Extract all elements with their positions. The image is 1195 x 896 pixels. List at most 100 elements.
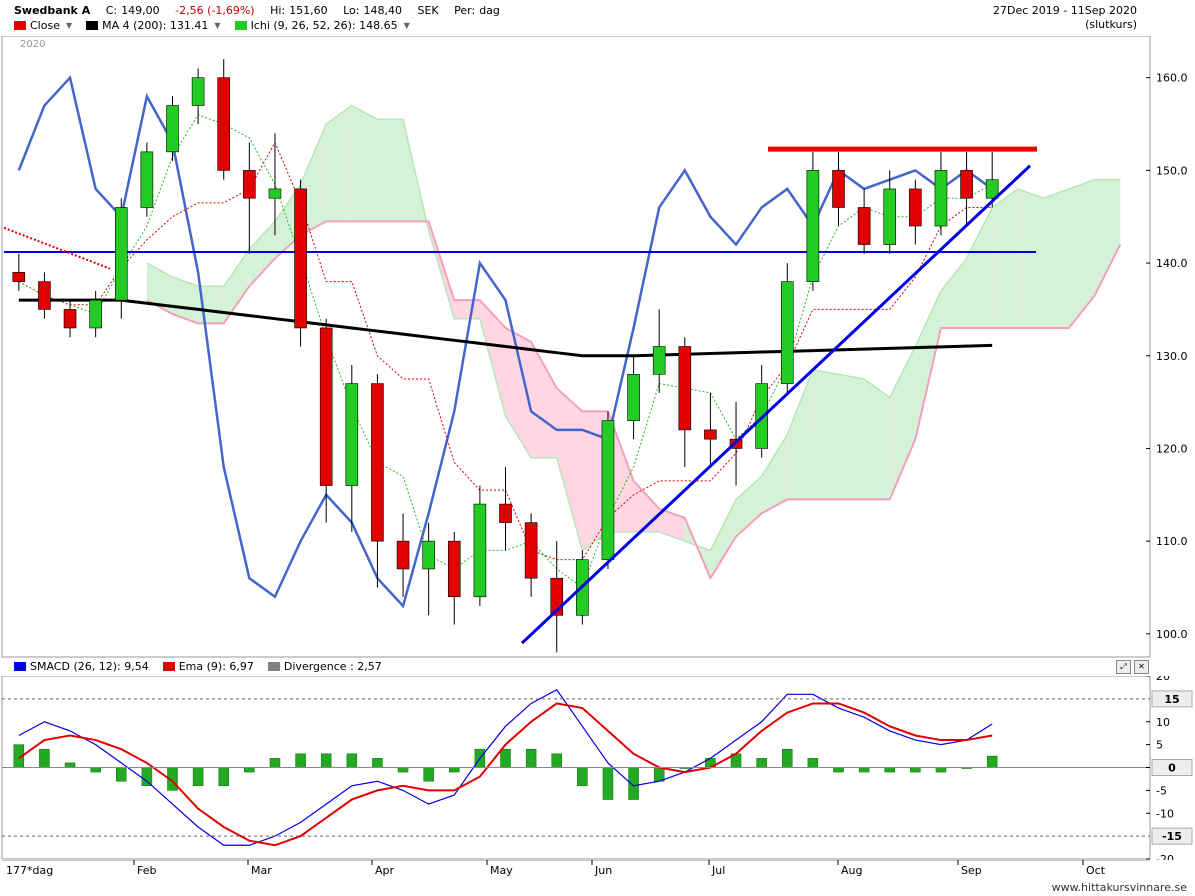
candle-body [627,374,640,421]
legend-ema: Ema (9): 6,97 [162,660,254,673]
ichimoku-cloud-segment [479,300,506,417]
chevron-down-icon[interactable]: ▼ [65,21,73,30]
macd-y-tick-label: -10 [1156,807,1174,820]
ichimoku-cloud-segment [582,411,608,551]
ichimoku-cloud-segment [812,369,839,500]
close-label: C: [105,4,118,17]
ichimoku-cloud-segment [915,290,941,440]
price-chart[interactable]: 2020 100.0 110.0 120.0 130.0 140.0 150.0 160.0 [0,36,1195,658]
divergence-bar [551,753,562,768]
y-tick-label: 160.0 [1156,72,1188,85]
divergence-bar [320,753,332,768]
candle-body [704,429,717,440]
divergence-bar [39,748,50,768]
ichimoku-cloud-segment [659,508,685,542]
ichimoku-cloud-segment [351,105,378,222]
kijun-line [18,141,993,561]
y-tick-label: 120.0 [1156,442,1188,455]
ichimoku-cloud-segment [146,263,173,315]
macd-boxed-tick-label: -15 [1162,830,1182,843]
macd-panel-header: SMACD (26, 12): 9,54 Ema (9): 6,97 Diver… [0,658,1195,676]
macd-boxed-tick-label: 15 [1164,693,1179,706]
divergence-bar [577,767,588,787]
period-value: dag [479,4,500,17]
month-label: Oct [1086,864,1106,877]
legend-close[interactable]: Close ▼ [14,19,72,32]
macd-boxed-tick [1151,690,1193,708]
macd-y-tick-label: -20 [1156,853,1174,860]
candle-body [268,188,282,199]
candle-body [166,105,179,153]
macd-y-tick-label: -5 [1156,784,1167,797]
candle-body [191,77,205,106]
divergence-bar [372,758,383,768]
macd-boxed-tick-label: 0 [1168,762,1176,775]
senkou-span-b [146,220,1122,581]
divergence-bar [141,767,153,787]
price-plot-frame [1,36,1151,658]
ema-line [18,702,993,847]
divergence-bar [884,767,895,773]
close-swatch [14,21,26,30]
candle-body [243,170,256,199]
ichimoku-cloud-segment [454,300,480,319]
ma-200-line [18,298,993,358]
divergence-bar [756,758,767,768]
legend-ma[interactable]: MA 4 (200): 131.41 ▼ [86,19,221,32]
candle-body [447,540,461,598]
ichimoku-cloud-segment [377,119,404,222]
divergence-bar [525,748,537,768]
legend-ichi[interactable]: Ichi (9, 26, 52, 26): 148.65 ▼ [234,19,410,32]
candle-body [909,188,922,227]
ichimoku-cloud-segment [787,369,813,500]
candle-body [985,179,999,199]
close-panel-icon[interactable]: ✕ [1134,660,1149,674]
legend-ichi-label: Ichi (9, 26, 52, 26): 148.65 [250,19,398,32]
candle-body [883,188,897,245]
ichimoku-cloud-segment [710,499,737,579]
divergence-bar [90,767,101,773]
macd-y-tick-label: 5 [1156,739,1163,752]
chevron-down-icon[interactable]: ▼ [214,21,221,30]
zoom-icon[interactable]: ⤢ [1116,660,1131,674]
macd-y-tick-label: 10 [1156,716,1170,729]
chevron-down-icon[interactable]: ▼ [403,21,410,30]
ichimoku-cloud-segment [940,258,967,328]
divergence-bar [397,767,409,773]
ichimoku-cloud-segment [531,341,557,458]
y-tick-label: 150.0 [1156,164,1188,177]
month-label: Sep [961,864,982,877]
candle-body [780,281,794,384]
divergence-bar [218,767,229,787]
ichimoku-cloud-segment [761,434,788,514]
candle-body [652,346,666,375]
ema-swatch [162,662,175,671]
candle-body [806,170,820,282]
divergence-bar [346,753,358,768]
lo-value: 148,40 [363,4,403,17]
ichimoku-cloud-segment [249,221,275,287]
ichimoku-cloud-segment [223,249,250,324]
month-label: Mar [251,864,272,877]
overlay-line [17,75,993,609]
currency: SEK [417,4,439,17]
divergence-swatch [267,662,280,671]
smacd-swatch [14,662,26,671]
change-value: -2,56 (-1,69%) [175,4,255,17]
hi-value: 151,60 [289,4,328,17]
candle-body [371,383,384,542]
candle-body [960,170,973,199]
ichimoku-cloud-segment [736,476,762,537]
month-label: Jul [711,864,725,877]
candle-body [678,346,692,431]
indicator-legend: Close ▼ MA 4 (200): 131.41 ▼ Ichi (9, 26, … [14,19,410,32]
candle-body [345,383,359,486]
ichimoku-cloud-segment [1043,188,1070,328]
month-label: Aug [841,864,862,877]
ichimoku-cloud-segment [326,105,352,222]
candle-body [524,522,538,579]
divergence-bar [653,767,665,782]
ichimoku-cloud-segment [889,346,916,500]
ichimoku-cloud-segment [172,276,199,324]
